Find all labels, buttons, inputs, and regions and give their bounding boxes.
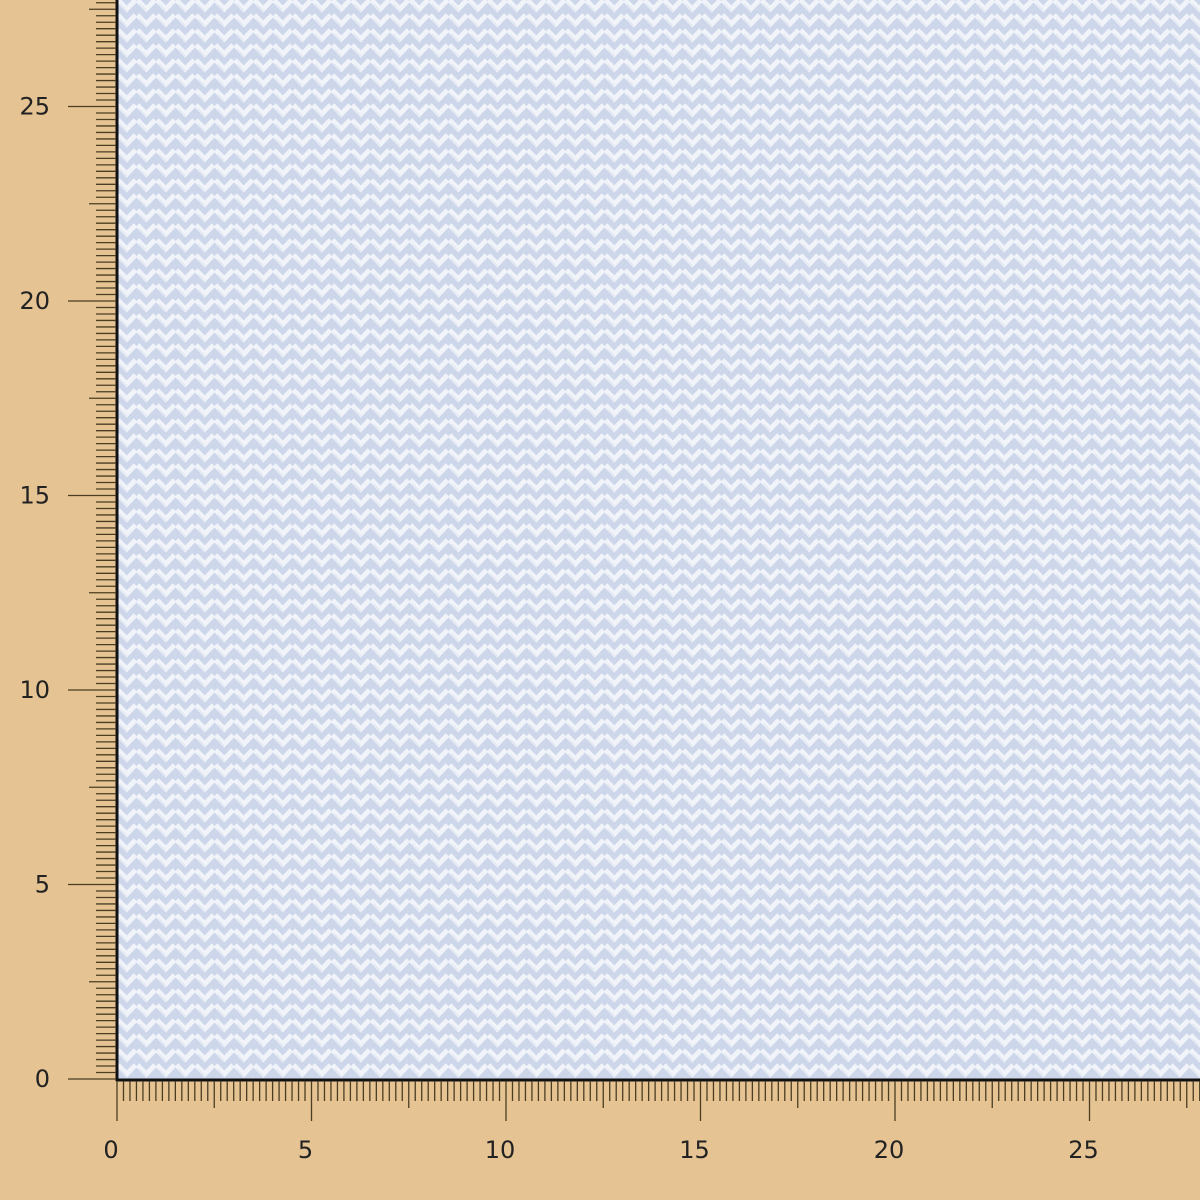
y-ruler [68, 2, 116, 1080]
x-tick-label: 15 [679, 1136, 710, 1164]
x-tick-label: 5 [298, 1136, 313, 1164]
y-tick-label: 10 [19, 676, 50, 704]
y-tick-label: 5 [35, 871, 50, 899]
x-tick-label: 10 [485, 1136, 516, 1164]
y-tick-label: 0 [35, 1065, 50, 1093]
y-tick-label: 15 [19, 482, 50, 510]
x-ruler-labels: 0 5 10 15 20 25 [103, 1136, 1098, 1164]
fabric-swatch [117, 0, 1200, 1080]
x-tick-label: 0 [103, 1136, 118, 1164]
y-tick-label: 25 [19, 93, 50, 121]
y-tick-label: 20 [19, 287, 50, 315]
x-ruler [116, 1081, 1200, 1121]
y-ruler-labels: 0 5 10 15 20 25 [19, 93, 50, 1094]
x-tick-label: 25 [1068, 1136, 1099, 1164]
x-tick-label: 20 [874, 1136, 905, 1164]
